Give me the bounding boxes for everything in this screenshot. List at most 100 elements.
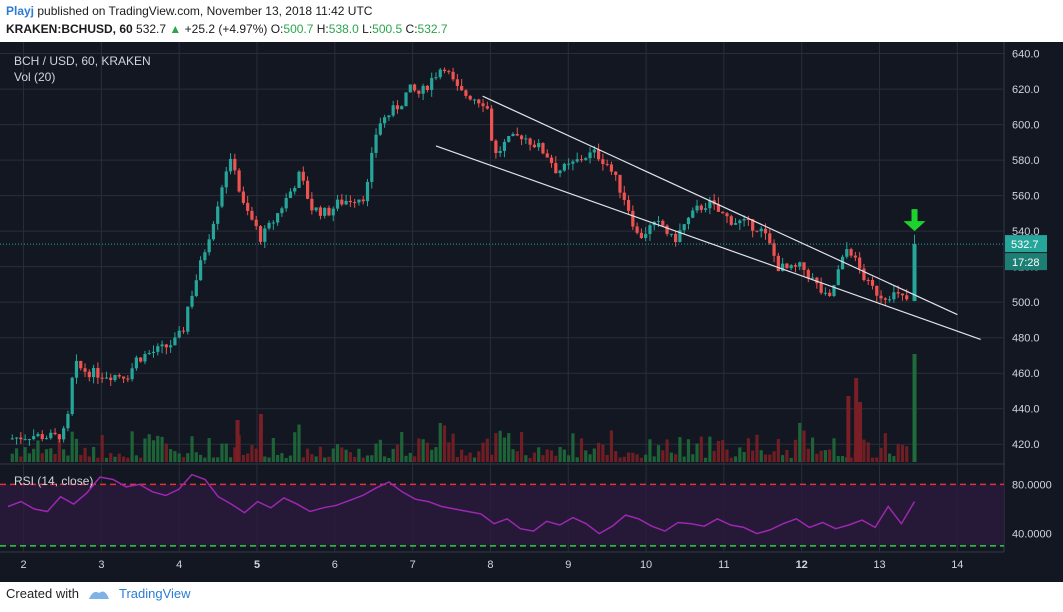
candle-body — [258, 226, 263, 242]
volume-spike — [854, 378, 859, 462]
volume-bar — [571, 433, 575, 462]
volume-bar — [849, 457, 853, 462]
volume-bar — [626, 452, 631, 462]
candle-body — [699, 205, 703, 210]
trendline[interactable] — [482, 95, 958, 316]
candle-body — [519, 135, 524, 140]
volume-bar — [729, 457, 733, 462]
candle-body — [344, 200, 348, 205]
volume-bar — [772, 451, 776, 462]
volume-bar — [490, 454, 494, 462]
candle-body — [866, 279, 870, 281]
trendlines[interactable] — [435, 95, 981, 341]
high-value: 538.0 — [328, 22, 359, 36]
candle-body — [494, 140, 498, 154]
candle-body — [579, 159, 584, 161]
volume-bar — [374, 443, 378, 462]
last-candle-body — [912, 244, 917, 301]
volume-bar — [875, 457, 879, 462]
time-tick-label: 12 — [796, 559, 808, 571]
volume-bar — [549, 450, 554, 462]
candle-body — [104, 377, 109, 379]
volume-bar — [87, 456, 91, 462]
candle-body — [126, 378, 130, 380]
candle-body — [36, 434, 40, 437]
candle-body — [83, 368, 87, 372]
price-tick-label: 620.0 — [1012, 84, 1040, 96]
volume-bar — [254, 448, 258, 462]
candle-body — [858, 257, 862, 269]
volume-bar — [331, 448, 335, 462]
candle-body — [485, 106, 489, 109]
volume-bar — [194, 452, 198, 462]
volume-bar — [32, 448, 36, 462]
candle-body — [250, 210, 254, 220]
price-axis[interactable]: 640.0620.0600.0580.0560.0540.0520.0500.0… — [1005, 49, 1047, 452]
candle-body — [233, 158, 237, 171]
trendline[interactable] — [435, 145, 981, 341]
volume-bar — [27, 453, 31, 462]
volume-bar — [802, 430, 806, 462]
volume-bar — [712, 450, 716, 462]
published-text: published on TradingView.com, November 1… — [37, 4, 373, 18]
symbol-label: KRAKEN:BCHUSD, 60 — [6, 22, 133, 36]
candle-body — [254, 219, 258, 227]
candle-body — [391, 105, 395, 116]
chart-legend-title: BCH / USD, 60, KRAKEN — [14, 54, 151, 68]
candle-body — [892, 292, 896, 300]
volume-bar — [507, 433, 511, 462]
candle-body — [524, 138, 528, 140]
volume-bar — [472, 457, 477, 462]
volume-bar — [614, 451, 618, 462]
open-value: 500.7 — [283, 22, 314, 36]
candle-body — [562, 163, 566, 171]
candle-body — [781, 263, 785, 272]
volume-bar — [139, 457, 143, 462]
volume-bar — [639, 457, 643, 462]
candle-body — [721, 211, 725, 214]
candle-body — [430, 78, 434, 90]
volume-spike — [235, 420, 240, 462]
volume-bar — [357, 448, 361, 462]
volume-bar — [481, 442, 485, 462]
time-axis[interactable]: 2 3 4 5 6 7 8 9 10 11 12 13 14 — [21, 559, 964, 571]
volume-bar — [310, 454, 314, 462]
price-tick-label: 500.0 — [1012, 297, 1040, 309]
price-tick-label: 560.0 — [1012, 191, 1040, 203]
volume-bar — [263, 456, 267, 462]
candle-body — [203, 252, 207, 261]
volume-bar — [186, 453, 190, 462]
volume-bar — [383, 456, 387, 462]
author-name[interactable]: Playj — [6, 4, 35, 18]
volume-bar — [742, 452, 746, 462]
candle-body — [211, 223, 216, 240]
candle-body — [763, 228, 768, 234]
candle-body — [746, 218, 750, 220]
volume-bar — [708, 436, 712, 462]
time-tick-label: 10 — [640, 559, 652, 571]
candle-body — [674, 233, 678, 242]
volume-bar — [862, 439, 866, 462]
volume-bar — [558, 446, 562, 462]
open-label: O: — [270, 22, 284, 36]
candle-body — [810, 277, 815, 279]
candle-body — [451, 71, 455, 80]
volume-bar — [391, 448, 395, 462]
tradingview-brand[interactable]: TradingView — [118, 586, 191, 601]
volume-bar — [900, 444, 905, 462]
candle-body — [246, 202, 250, 211]
candle-body — [23, 439, 27, 441]
candle-body — [310, 198, 314, 211]
volume-bar — [280, 453, 284, 462]
candle-body — [151, 351, 156, 353]
candle-body — [190, 295, 194, 307]
candle-body — [477, 99, 481, 104]
candle-body — [10, 438, 14, 440]
price-candles — [0, 67, 1004, 446]
volume-bar — [699, 436, 703, 462]
volume-bar — [798, 422, 802, 462]
volume-bar — [823, 450, 828, 462]
candle-body — [27, 439, 31, 441]
candle-body — [327, 207, 331, 216]
